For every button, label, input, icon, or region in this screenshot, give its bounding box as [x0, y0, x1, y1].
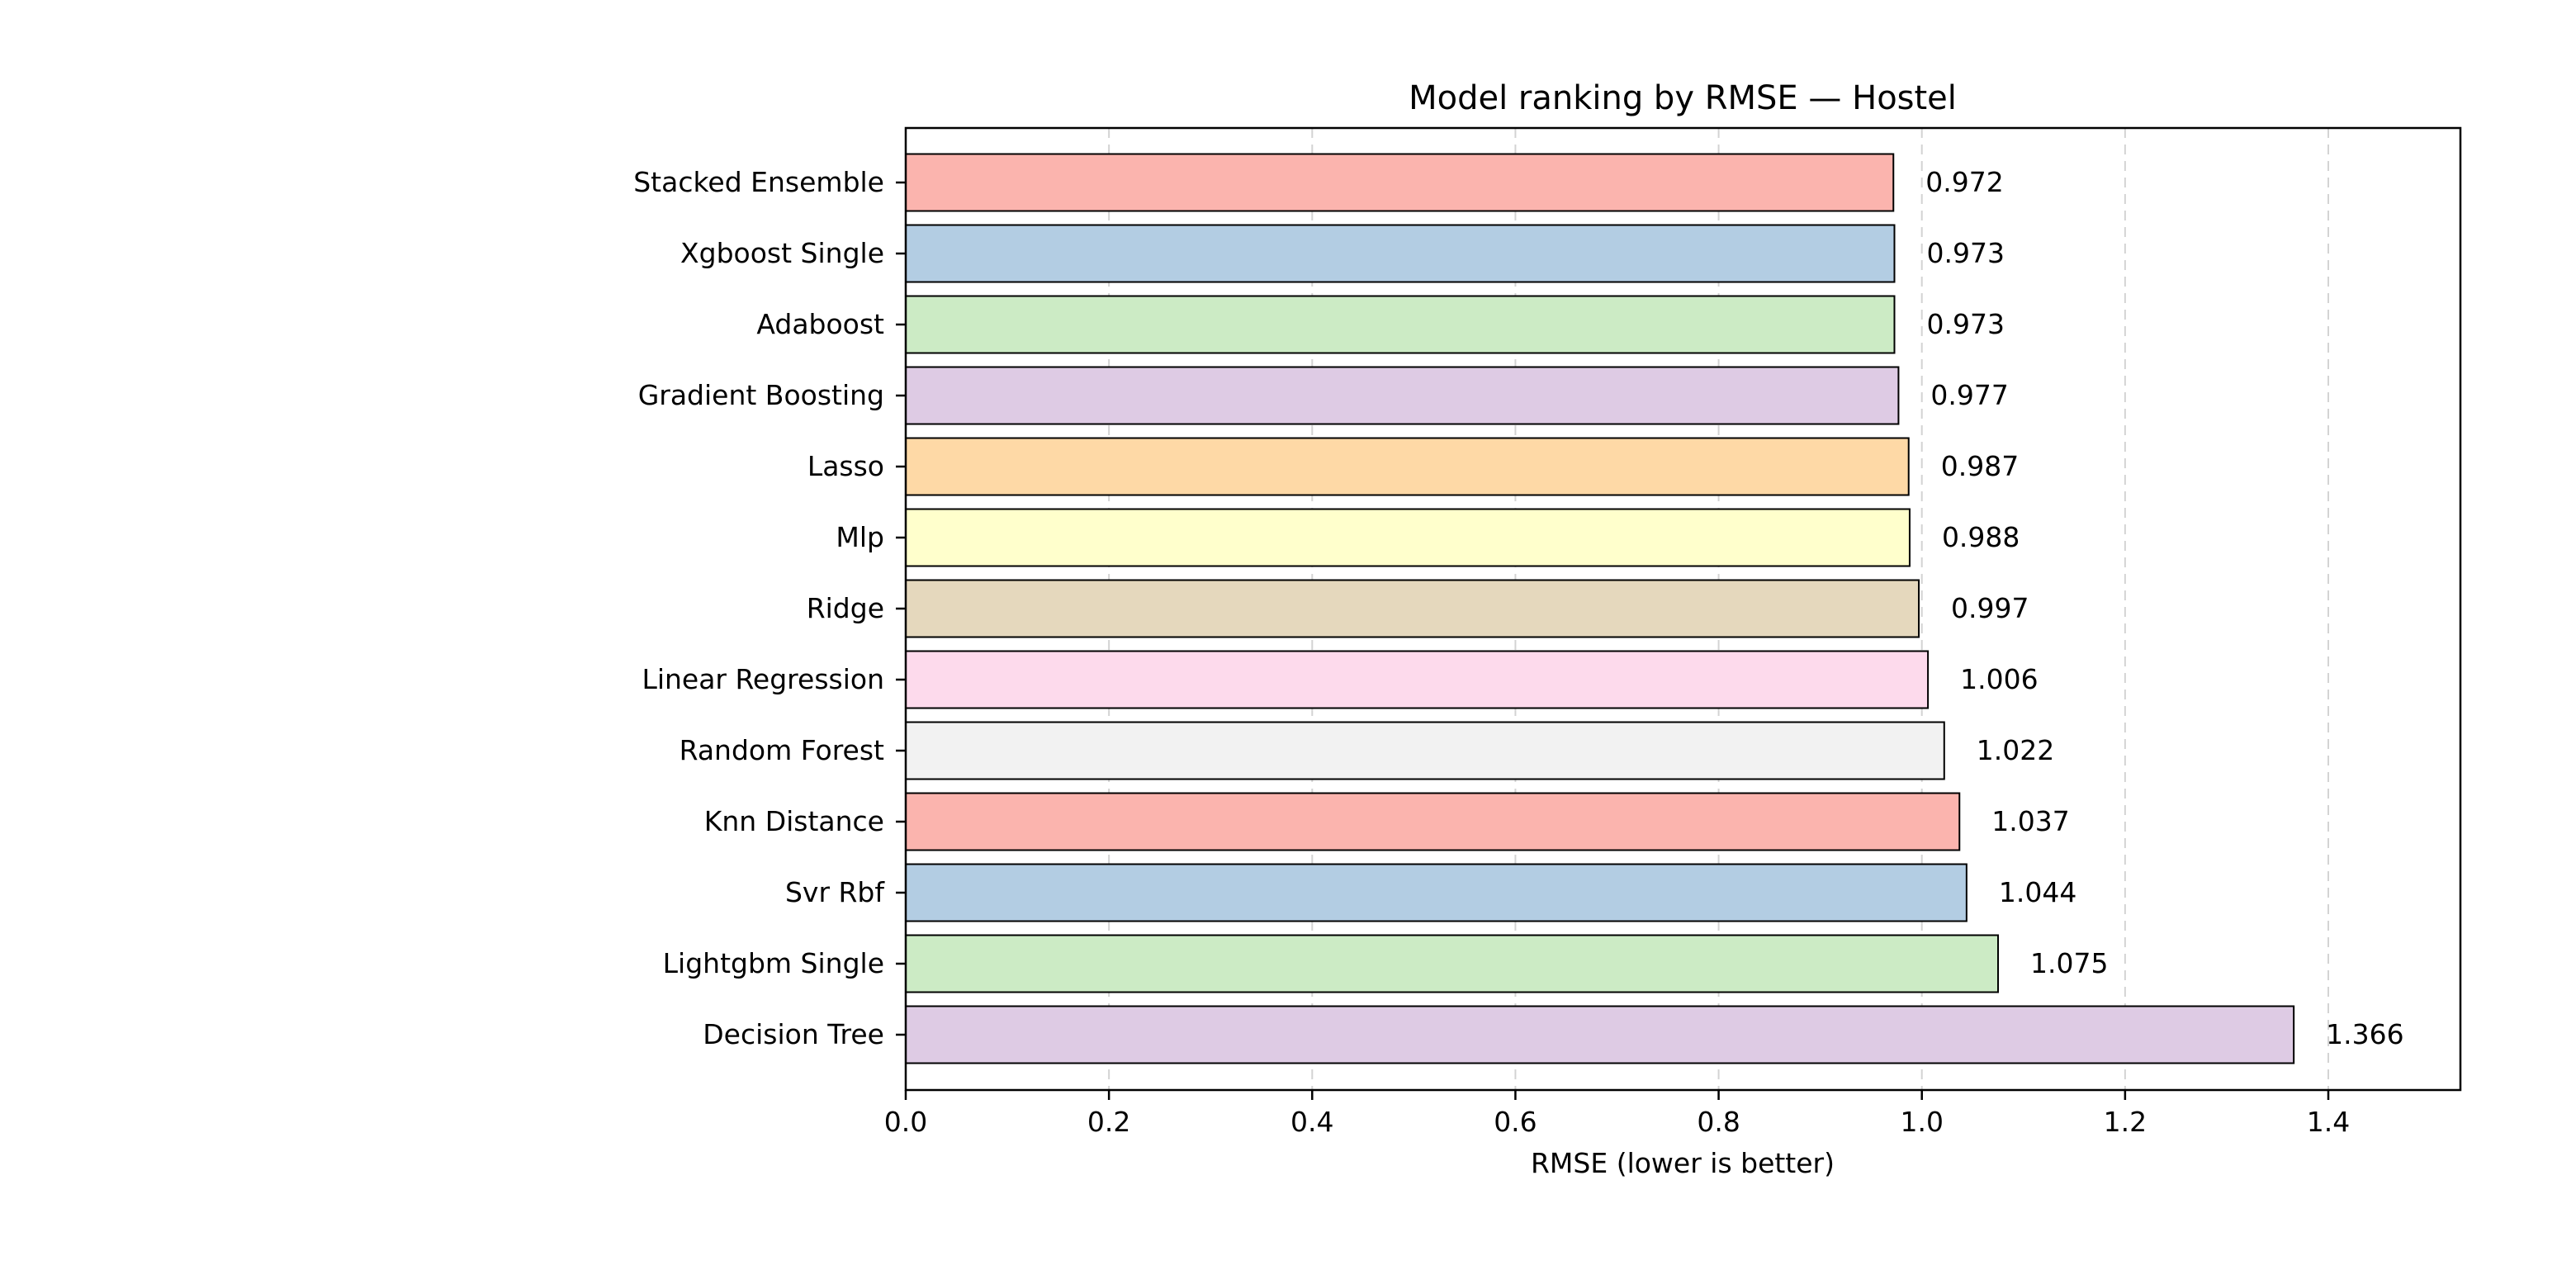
bar [905, 508, 1911, 567]
y-tick-label: Ridge [807, 592, 884, 624]
bar [905, 792, 1961, 851]
bar-value-label: 1.075 [2030, 947, 2108, 979]
x-axis-label: RMSE (lower is better) [1531, 1147, 1835, 1179]
y-tick-label: Linear Regression [642, 663, 884, 695]
x-tick-label: 1.2 [2104, 1106, 2147, 1138]
bar [905, 934, 2000, 993]
y-tick-label: Mlp [836, 521, 884, 553]
y-tick-label: Stacked Ensemble [633, 166, 884, 198]
bar-value-label: 0.987 [1941, 450, 2019, 482]
bar [905, 224, 1896, 283]
bar [905, 153, 1895, 212]
bar-value-label: 0.997 [1951, 592, 2029, 624]
bar [905, 579, 1920, 638]
x-tick-label: 0.8 [1697, 1106, 1740, 1138]
bar [905, 295, 1896, 354]
x-tick-label: 0.2 [1087, 1106, 1130, 1138]
x-tick-label: 1.0 [1900, 1106, 1943, 1138]
bar-value-label: 0.973 [1926, 308, 2004, 340]
bar [905, 721, 1945, 780]
bar [905, 1005, 2295, 1064]
bar-value-label: 1.006 [1960, 663, 2038, 695]
bar-value-label: 0.977 [1930, 379, 2008, 411]
y-tick-label: Decision Tree [703, 1018, 884, 1050]
y-tick-label: Xgboost Single [680, 237, 884, 269]
x-axis-ticks: 0.0 0.2 0.4 0.6 0.8 1.0 1.2 1.4 [884, 1090, 2350, 1138]
y-tick-label: Svr Rbf [785, 876, 885, 908]
x-tick-label: 0.4 [1290, 1106, 1333, 1138]
bar-value-label: 1.022 [1977, 734, 2054, 766]
bar-value-label: 0.973 [1926, 237, 2004, 269]
y-tick-label: Adaboost [756, 308, 884, 340]
x-tick-label: 0.6 [1494, 1106, 1537, 1138]
value-labels: 0.972 0.973 0.973 0.977 0.987 0.988 0.997 1.006… [1925, 166, 2403, 1050]
y-tick-label: Random Forest [680, 734, 884, 766]
x-tick-label: 0.0 [884, 1106, 927, 1138]
bar-value-label: 1.044 [1999, 876, 2076, 908]
y-axis-ticks: Stacked Ensemble Xgboost Single Adaboost Gr… [633, 166, 906, 1050]
y-tick-label: Lasso [807, 450, 884, 482]
plot-frame [904, 126, 2462, 1092]
bars [905, 153, 2295, 1064]
chart-title: Model ranking by RMSE — Hostel [1409, 79, 1957, 117]
y-tick-label: Knn Distance [704, 805, 884, 837]
y-tick-label: Lightgbm Single [663, 947, 884, 979]
bar-value-label: 1.366 [2326, 1018, 2403, 1050]
bar-value-label: 0.988 [1942, 521, 2020, 553]
bar [905, 650, 1930, 709]
bar [905, 863, 1968, 922]
bar-value-label: 1.037 [1991, 805, 2069, 837]
bar-value-label: 0.972 [1925, 166, 2003, 198]
x-tick-label: 1.4 [2307, 1106, 2350, 1138]
y-tick-label: Gradient Boosting [638, 379, 884, 411]
bar [905, 366, 1900, 425]
bar [905, 437, 1910, 496]
